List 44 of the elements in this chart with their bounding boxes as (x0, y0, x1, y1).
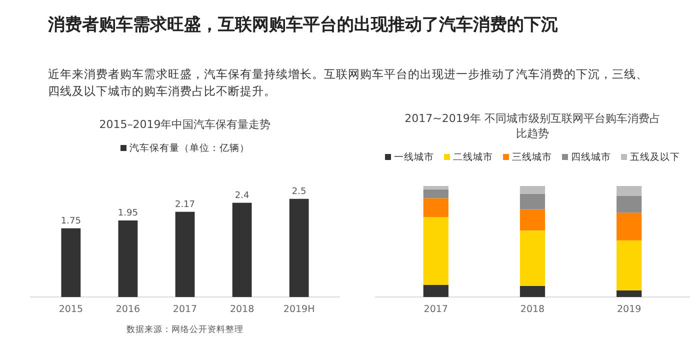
bar (118, 220, 138, 297)
chart-title: 2017~2019年 不同城市级别互联网平台购车消费占比趋势 (404, 112, 660, 140)
x-tick-label: 2019 (617, 304, 642, 315)
bar (232, 202, 252, 297)
bar (423, 189, 448, 198)
x-tick-label: 2015 (58, 304, 84, 315)
bar (616, 186, 642, 196)
bar (175, 212, 195, 297)
bar (289, 198, 309, 297)
x-tick-label: 2019H (283, 304, 315, 315)
chart-title: 2015–2019年中国汽车保有量走势 (99, 118, 271, 131)
bar (423, 186, 448, 190)
legend-label: 三线城市 (512, 151, 552, 163)
data-label: 1.75 (60, 216, 81, 226)
bar (520, 194, 546, 210)
bar (520, 230, 546, 286)
x-tick-label: 2017 (172, 304, 198, 315)
data-label: 2.17 (174, 200, 196, 210)
bar (520, 186, 546, 194)
bar (520, 286, 546, 297)
legend-label: 二线城市 (453, 151, 493, 163)
legend-label: 一线城市 (394, 151, 434, 163)
source-note: 数据来源：网络公开资料整理 (126, 324, 244, 335)
legend-label: 四线城市 (571, 151, 611, 163)
bar (616, 196, 642, 213)
bar (616, 212, 642, 240)
legend-label: 五线及以下 (630, 151, 680, 163)
data-label: 2.4 (234, 190, 250, 201)
data-label: 1.95 (118, 208, 138, 218)
bar (423, 217, 448, 285)
text: 消费者购车需求旺盛，互联网购车平台的出现推动了汽车消费的下沉 (47, 15, 558, 35)
bar (61, 228, 81, 297)
data-label: 2.5 (292, 186, 306, 197)
bar (423, 198, 448, 218)
bar (520, 209, 546, 230)
legend-label: 汽车保有量（单位：亿辆） (130, 142, 250, 154)
text: 近年来消费者购车需求旺盛，汽车保有量持续增长。互联网购车平台的出现进一步推动了汽车消费的下沉，三线、四线及以下城市的购车消费占比不断提升。 (48, 67, 648, 98)
x-tick-label: 2017 (424, 304, 448, 315)
bar (616, 290, 642, 297)
x-tick-label: 2016 (116, 304, 140, 315)
bar (616, 240, 642, 290)
bar (423, 284, 448, 297)
x-tick-label: 2018 (520, 304, 545, 315)
x-tick-label: 2018 (230, 304, 254, 315)
